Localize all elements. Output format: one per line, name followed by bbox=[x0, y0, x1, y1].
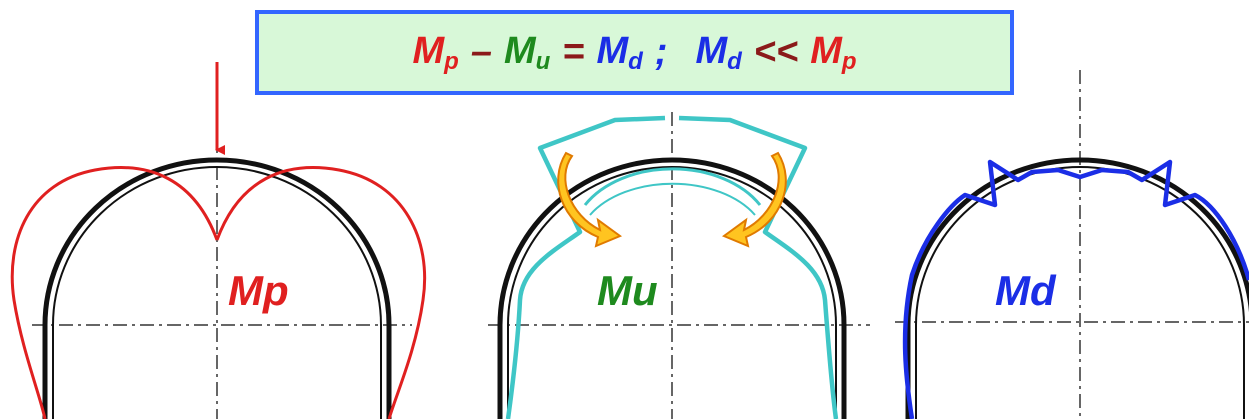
formula-md: Md bbox=[596, 29, 643, 75]
panel-mp: Mp bbox=[10, 62, 427, 419]
rotation-arrow-right-icon bbox=[721, 151, 787, 248]
arch-layer-middle-1 bbox=[583, 167, 762, 206]
arch-inner-right bbox=[915, 166, 1245, 419]
arch-layer-middle-2 bbox=[589, 182, 756, 216]
formula-semicolon: ; bbox=[654, 31, 668, 73]
arch-outer-left bbox=[42, 157, 392, 419]
rotation-arrow-left-icon bbox=[557, 151, 623, 248]
panel-mu: Mu bbox=[488, 112, 870, 419]
arch-inner-middle bbox=[507, 166, 837, 419]
mu-moment-curve-right bbox=[678, 115, 839, 419]
label-md: Md bbox=[995, 267, 1057, 314]
formula-equals: = bbox=[562, 31, 585, 73]
mu-moment-curve-left bbox=[505, 115, 666, 419]
formula-box: Mp – Mu = Md ; Md << Mp bbox=[255, 10, 1014, 95]
formula-mu: Mu bbox=[503, 29, 551, 75]
arch-outer-middle bbox=[497, 157, 847, 419]
mp-moment-curve bbox=[10, 166, 427, 419]
md-moment-curve bbox=[902, 159, 1249, 419]
formula-mp-2: Mp bbox=[810, 29, 857, 75]
formula-md-2: Md bbox=[695, 29, 742, 75]
formula-minus: – bbox=[470, 31, 492, 73]
arch-inner-left bbox=[52, 166, 382, 419]
label-mp: Mp bbox=[228, 267, 289, 314]
formula-mp: Mp bbox=[412, 29, 459, 75]
panel-md: Md bbox=[895, 70, 1249, 419]
arch-outer-right bbox=[905, 157, 1249, 419]
formula-much-less: << bbox=[753, 31, 799, 73]
label-mu: Mu bbox=[597, 267, 658, 314]
